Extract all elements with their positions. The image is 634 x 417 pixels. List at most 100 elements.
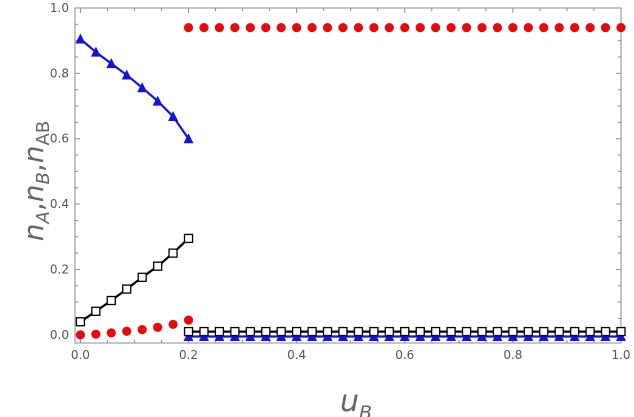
data-point-triangle (137, 82, 148, 93)
data-point-triangle (152, 95, 163, 106)
data-point-circle (261, 23, 271, 33)
x-tick-label: 0.2 (179, 348, 198, 362)
data-point-circle (137, 325, 147, 335)
y-axis-label-nAB: n (17, 145, 50, 163)
data-point-circle (153, 322, 163, 332)
data-point-circle (106, 328, 116, 338)
data-point-circle (585, 23, 595, 33)
data-point-square (600, 326, 611, 337)
data-point-square (75, 317, 86, 327)
data-point-triangle (183, 133, 194, 144)
y-tick-label: 0.0 (50, 328, 69, 342)
series-open-square (75, 233, 626, 337)
data-point-circle (523, 23, 533, 33)
y-tick-label: 1.0 (50, 1, 69, 15)
data-point-circle (230, 23, 240, 33)
data-point-square (508, 326, 518, 337)
plot-frame (74, 7, 622, 344)
data-point-circle (461, 23, 472, 33)
data-point-circle (369, 23, 379, 33)
data-point-circle (75, 330, 86, 340)
x-axis-label: uB (340, 384, 372, 417)
y-tick-label: 0.6 (50, 132, 69, 146)
data-point-circle (183, 315, 194, 325)
data-point-circle (183, 23, 194, 33)
data-point-square (430, 326, 441, 337)
data-point-square (570, 326, 580, 337)
data-point-square (261, 326, 271, 337)
x-tick-label: 1.0 (611, 348, 630, 362)
data-point-square (122, 284, 132, 294)
data-point-circle (245, 23, 255, 33)
data-point-square (616, 326, 626, 337)
axis-ticks (75, 7, 622, 343)
data-point-square (214, 326, 225, 337)
data-point-square (291, 326, 302, 337)
x-tick-label: 0.8 (503, 348, 522, 362)
data-point-circle (400, 23, 410, 33)
data-point-circle (600, 23, 611, 33)
x-tick-label: 0.6 (395, 348, 414, 362)
y-axis-label-nB: n (17, 184, 50, 202)
data-point-square (183, 233, 194, 244)
data-point-square (523, 326, 533, 337)
data-point-circle (431, 23, 441, 33)
data-point-square (183, 326, 194, 337)
data-point-circle (570, 23, 580, 33)
data-point-square (477, 326, 487, 337)
data-point-square (554, 326, 564, 337)
data-point-square (230, 326, 240, 337)
data-point-circle (384, 23, 394, 33)
data-point-triangle (75, 33, 86, 44)
data-point-triangle (90, 46, 101, 57)
x-tick-labels: 0.0 0.2 0.4 0.6 0.8 1.0 (71, 348, 631, 362)
data-point-triangle (121, 69, 132, 80)
data-point-circle (477, 23, 487, 33)
data-point-circle (446, 23, 456, 33)
data-point-square (168, 248, 178, 258)
data-point-circle (307, 23, 317, 33)
data-point-circle (353, 23, 364, 33)
x-axis-label-main: u (340, 384, 359, 417)
data-point-square (199, 326, 209, 337)
series-layer (75, 23, 626, 341)
data-point-circle (338, 23, 348, 33)
data-point-square (338, 326, 348, 337)
data-point-circle (91, 329, 101, 339)
y-axis-label-nA: n (17, 223, 50, 241)
data-point-square (585, 326, 595, 337)
y-axis-label-nB-sub: B (33, 172, 54, 184)
plot-frame-rect (74, 7, 622, 344)
y-tick-label: 0.4 (50, 197, 69, 211)
data-point-square (322, 326, 333, 337)
data-point-square (446, 326, 456, 337)
x-tick-label: 0.0 (71, 348, 90, 362)
y-axis-label-comma2: , (17, 163, 50, 172)
data-point-circle (539, 23, 549, 33)
series-filled-triangle (75, 33, 626, 341)
data-point-circle (292, 23, 302, 33)
data-point-circle (554, 23, 564, 33)
data-point-triangle (168, 111, 179, 121)
data-point-square (106, 295, 116, 306)
data-point-circle (415, 23, 425, 33)
data-point-circle (199, 23, 209, 33)
data-point-circle (492, 23, 503, 33)
data-point-circle (168, 319, 178, 329)
data-point-square (276, 326, 286, 337)
data-point-square (137, 272, 147, 282)
y-axis-label-nA-sub: A (33, 211, 54, 224)
x-tick-label: 0.4 (287, 348, 306, 362)
series-filled-circle (75, 23, 626, 340)
y-tick-label: 0.2 (50, 262, 69, 276)
y-axis-label-comma1: , (17, 202, 50, 211)
data-point-square (400, 326, 410, 337)
data-point-square (369, 326, 379, 337)
y-tick-labels: 0.0 0.2 0.4 0.6 0.8 1.0 (50, 1, 69, 342)
data-point-circle (616, 23, 626, 33)
data-point-triangle (106, 58, 117, 69)
x-axis-label-sub: B (359, 402, 372, 417)
data-point-circle (322, 23, 333, 33)
y-axis-label: nA,nB,nAB (17, 121, 54, 241)
